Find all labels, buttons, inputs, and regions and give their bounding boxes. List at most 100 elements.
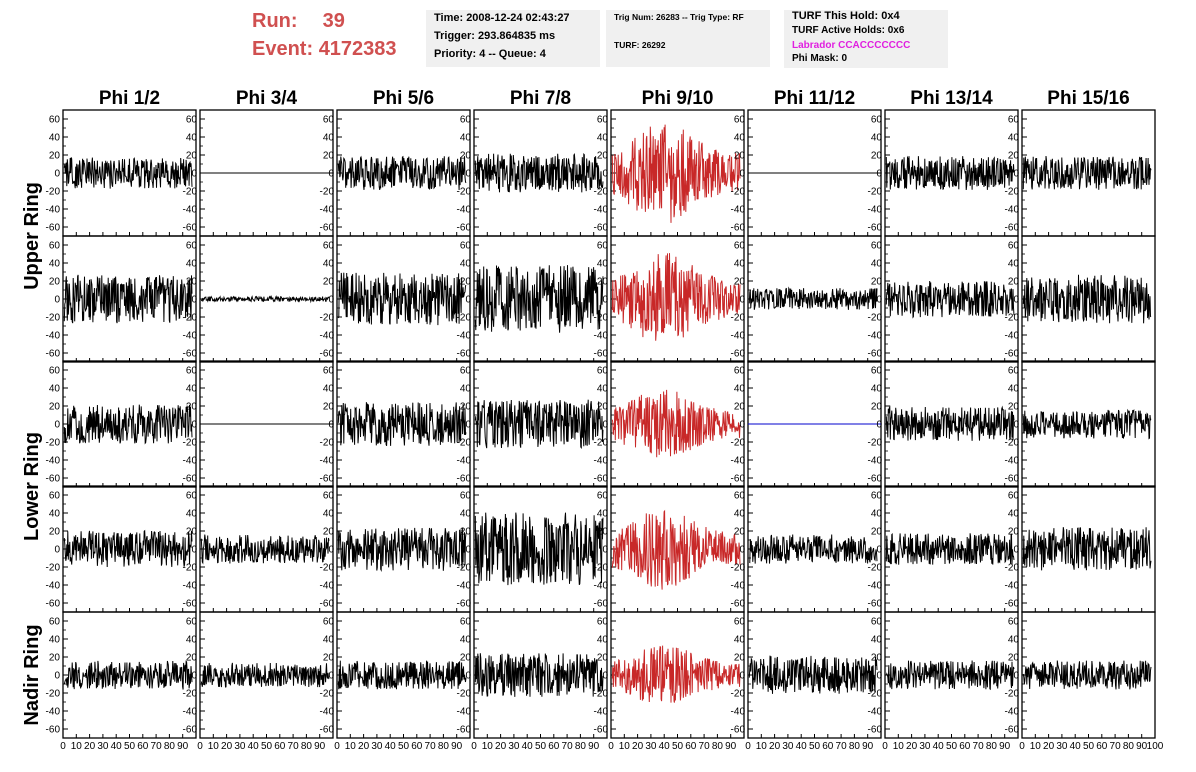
y-tick-label-r2-c6: -20 xyxy=(868,438,883,449)
y-tick-label-r3-c0: -20 xyxy=(46,563,61,574)
x-tick-label-c1: 60 xyxy=(274,741,286,752)
x-tick-label-c0: 90 xyxy=(177,741,189,752)
x-tick-label-c7: 60 xyxy=(1096,741,1108,752)
y-tick-label-r1-c3: 20 xyxy=(460,277,472,288)
y-tick-label-r0-c5: 40 xyxy=(734,133,746,144)
trigger-text: Trigger: 293.864835 ms xyxy=(434,30,556,42)
y-tick-label-r2-c2: 60 xyxy=(323,366,335,377)
y-tick-label-r4-c5: 60 xyxy=(734,617,746,628)
y-tick-label-r2-c5: 40 xyxy=(734,384,746,395)
column-title-1: Phi 1/2 xyxy=(99,88,160,109)
x-tick-label-c0: 80 xyxy=(164,741,176,752)
x-tick-label-c5: 90 xyxy=(862,741,874,752)
event-value: 4172383 xyxy=(318,38,397,60)
y-tick-label-r2-c3: 20 xyxy=(460,402,472,413)
y-tick-label-r1-c6: 60 xyxy=(871,241,883,252)
y-tick-label-r1-c2: -20 xyxy=(320,313,335,324)
waveform-r1-c6 xyxy=(885,280,1015,319)
y-tick-label-r4-c1: -60 xyxy=(183,725,198,736)
turf-text: TURF: 26292 xyxy=(614,40,666,50)
x-tick-label-c4: 50 xyxy=(672,741,684,752)
y-tick-label-r0-c0: -40 xyxy=(46,205,61,216)
y-tick-label-r0-c5: 0 xyxy=(739,169,745,180)
y-tick-label-r4-c7: 60 xyxy=(1008,617,1020,628)
y-tick-label-r4-c7: 0 xyxy=(1013,671,1019,682)
x-tick-label-c4: 40 xyxy=(659,741,671,752)
y-tick-label-r2-c4: 60 xyxy=(597,366,609,377)
y-tick-label-r3-c1: -60 xyxy=(183,599,198,610)
y-tick-label-r0-c3: 40 xyxy=(460,133,472,144)
y-tick-label-r4-c3: 20 xyxy=(460,653,472,664)
y-tick-label-r3-c3: -60 xyxy=(457,599,472,610)
x-tick-label-c1: 80 xyxy=(301,741,313,752)
y-tick-label-r3-c0: -60 xyxy=(46,599,61,610)
y-tick-label-r3-c0: 20 xyxy=(49,527,61,538)
y-tick-label-r4-c0: 20 xyxy=(49,653,61,664)
y-tick-label-r4-c4: -40 xyxy=(594,707,609,718)
y-tick-label-r3-c0: 0 xyxy=(54,545,60,556)
y-tick-label-r0-c0: 40 xyxy=(49,133,61,144)
y-tick-label-r4-c0: 0 xyxy=(54,671,60,682)
y-tick-label-r0-c3: 60 xyxy=(460,115,472,126)
y-tick-label-r1-c6: 20 xyxy=(871,277,883,288)
y-tick-label-r3-c4: 60 xyxy=(597,491,609,502)
y-tick-label-r2-c0: 20 xyxy=(49,402,61,413)
x-tick-label-c5: 0 xyxy=(745,741,751,752)
y-tick-label-r3-c2: 0 xyxy=(328,545,334,556)
x-tick-label-c6: 0 xyxy=(882,741,888,752)
y-tick-label-r4-c3: -40 xyxy=(457,707,472,718)
y-tick-label-r2-c2: -20 xyxy=(320,438,335,449)
y-tick-label-r0-c2: 40 xyxy=(323,133,335,144)
y-tick-label-r4-c7: -60 xyxy=(1005,725,1020,736)
waveform-r3-c3 xyxy=(474,512,604,586)
y-tick-label-r2-c6: 20 xyxy=(871,402,883,413)
column-title-4: Phi 7/8 xyxy=(510,88,571,109)
y-tick-label-r0-c6: 60 xyxy=(871,115,883,126)
y-tick-label-r3-c6: 0 xyxy=(876,545,882,556)
x-tick-label-c2: 50 xyxy=(398,741,410,752)
ring-label-3: Nadir Ring xyxy=(21,624,43,725)
y-tick-label-r1-c4: 0 xyxy=(602,295,608,306)
x-tick-label-c0: 70 xyxy=(151,741,163,752)
x-tick-label-c3: 80 xyxy=(575,741,587,752)
y-tick-label-r4-c1: -20 xyxy=(183,689,198,700)
y-tick-label-r0-c5: -20 xyxy=(731,187,746,198)
y-tick-label-r3-c2: 20 xyxy=(323,527,335,538)
y-tick-label-r2-c0: 0 xyxy=(54,420,60,431)
y-tick-label-r3-c7: -20 xyxy=(1005,563,1020,574)
y-tick-label-r2-c5: 60 xyxy=(734,366,746,377)
y-tick-label-r2-c0: -40 xyxy=(46,456,61,467)
y-tick-label-r0-c2: -20 xyxy=(320,187,335,198)
y-tick-label-r2-c6: 60 xyxy=(871,366,883,377)
y-tick-label-r2-c4: 0 xyxy=(602,420,608,431)
x-tick-label-c6: 60 xyxy=(959,741,971,752)
y-tick-label-r1-c5: 20 xyxy=(734,277,746,288)
y-tick-label-r2-c3: -20 xyxy=(457,438,472,449)
y-tick-label-r4-c0: 60 xyxy=(49,617,61,628)
x-tick-label-c3: 10 xyxy=(482,741,494,752)
waveform-r2-c0 xyxy=(63,404,193,445)
y-tick-label-r1-c2: 60 xyxy=(323,241,335,252)
y-tick-label-r4-c2: 60 xyxy=(323,617,335,628)
x-tick-label-c4: 0 xyxy=(608,741,614,752)
x-tick-label-c2: 80 xyxy=(438,741,450,752)
y-tick-label-r0-c6: -60 xyxy=(868,223,883,234)
x-tick-label-c6: 50 xyxy=(946,741,958,752)
x-tick-label-c5: 20 xyxy=(769,741,781,752)
y-tick-label-r4-c6: -40 xyxy=(868,707,883,718)
y-tick-label-r3-c0: -40 xyxy=(46,581,61,592)
y-tick-label-r1-c3: 40 xyxy=(460,259,472,270)
x-tick-label-c3: 50 xyxy=(535,741,547,752)
x-tick-label-c7: 0 xyxy=(1019,741,1025,752)
y-tick-label-r1-c1: -20 xyxy=(183,313,198,324)
y-tick-label-r1-c6: -20 xyxy=(868,313,883,324)
y-tick-label-r1-c5: 0 xyxy=(739,295,745,306)
y-tick-label-r4-c2: 40 xyxy=(323,635,335,646)
y-tick-label-r2-c6: -40 xyxy=(868,456,883,467)
y-tick-label-r3-c3: -20 xyxy=(457,563,472,574)
y-tick-label-r1-c6: 40 xyxy=(871,259,883,270)
y-tick-label-r1-c3: 0 xyxy=(465,295,471,306)
y-tick-label-r0-c4: 40 xyxy=(597,133,609,144)
x-tick-label-c1: 40 xyxy=(248,741,260,752)
y-tick-label-r2-c1: 0 xyxy=(191,420,197,431)
